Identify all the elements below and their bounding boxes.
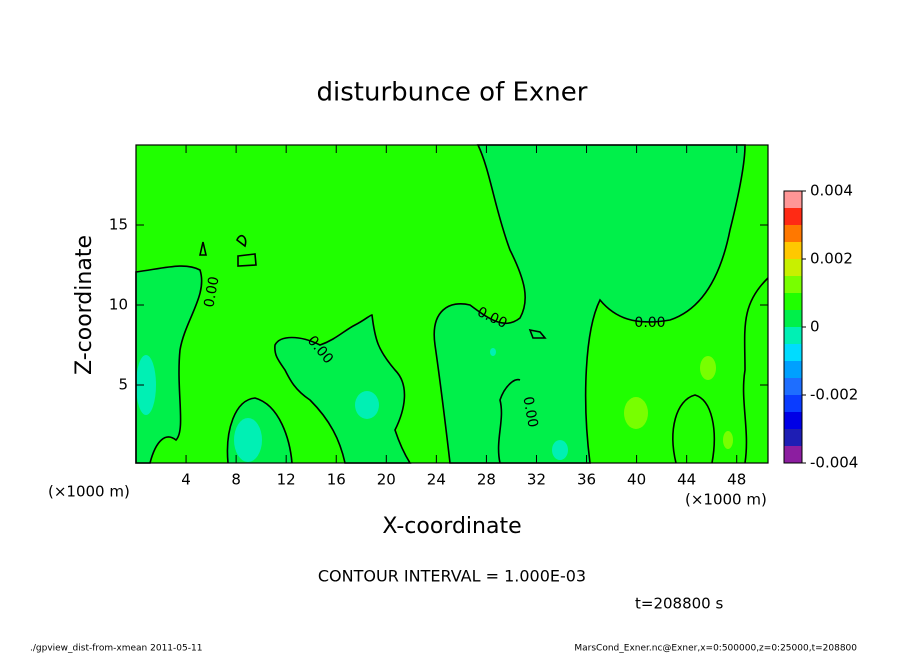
field-region (672, 395, 715, 463)
contour-line (672, 394, 715, 464)
x-tick-label: 12 (277, 471, 296, 489)
x-tick-label: 4 (181, 471, 191, 489)
x-tick-label: 48 (727, 471, 746, 489)
colorbar-band (784, 412, 802, 429)
field-spot (136, 355, 156, 415)
colorbar-tick-label: 0 (810, 318, 820, 336)
footer: ./gpview_dist-from-xmean 2011-05-11 (30, 644, 202, 654)
x-tick-label: 36 (577, 471, 596, 489)
field-spot (552, 440, 568, 460)
y-tick-label: 5 (118, 376, 128, 394)
contour-line (742, 277, 769, 464)
x-tick-label: 16 (327, 471, 346, 489)
contour-line (528, 328, 547, 339)
field-spot (723, 431, 733, 449)
plot-frame (135, 144, 769, 464)
colorbar-band (784, 191, 802, 208)
x-tick-label: 40 (627, 471, 646, 489)
colorbar-band (784, 395, 802, 412)
colorbar-band (784, 361, 802, 378)
colorbar-band (784, 208, 802, 225)
contour-line (135, 265, 203, 464)
contour-label: 0.00 (201, 275, 222, 308)
colorbar-tick-label: -0.002 (810, 386, 858, 404)
contour-label: 0.00 (519, 395, 540, 428)
y-axis-label: Z-coordinate (72, 235, 97, 375)
field-spot (700, 356, 716, 380)
y-tick-label: 10 (109, 296, 128, 314)
colorbar-band (784, 293, 802, 310)
field-spot (355, 391, 379, 419)
x-unit: (×1000 m) (685, 491, 767, 509)
contour-line (198, 241, 208, 256)
field: 0.000.000.000.000.00 (135, 144, 769, 464)
contour-line (237, 253, 257, 267)
chart-title: disturbunce of Exner (317, 78, 588, 108)
contour-line (497, 378, 521, 464)
x-tick-label: 24 (427, 471, 446, 489)
colorbar-band (784, 259, 802, 276)
x-axis-label: X-coordinate (382, 514, 521, 539)
y-tick-label: 15 (109, 216, 128, 234)
field-spot (490, 348, 496, 356)
colorbar-band (784, 446, 802, 463)
contour-line (274, 314, 412, 464)
field-region (136, 266, 202, 463)
x-tick-label: 20 (377, 471, 396, 489)
field-region (274, 315, 410, 463)
colorbar-band (784, 225, 802, 242)
colorbar-tick-label: -0.004 (810, 454, 858, 472)
colorbar-band (784, 429, 802, 446)
x-tick-label: 44 (677, 471, 696, 489)
field-region (434, 145, 745, 463)
contour-interval: CONTOUR INTERVAL = 1.000E-03 (318, 567, 586, 586)
colorbar-band (784, 276, 802, 293)
colorbar-band (784, 242, 802, 259)
field-spot (624, 397, 648, 429)
x-tick-label: 28 (477, 471, 496, 489)
x-tick-label: 32 (527, 471, 546, 489)
x-tick-label: 8 (231, 471, 241, 489)
contour-label: 0.00 (634, 315, 665, 331)
colorbar-band (784, 378, 802, 395)
x-unit: (×1000 m) (48, 483, 130, 501)
contour-line (236, 234, 247, 248)
colorbar-band (784, 327, 802, 344)
footer: MarsCond_Exner.nc@Exner,x=0:500000,z=0:2… (574, 644, 857, 654)
contour-line (226, 397, 293, 464)
colorbar-band (784, 344, 802, 361)
colorbar-band (784, 310, 802, 327)
field-spot (234, 418, 262, 462)
colorbar-tick-label: 0.002 (810, 250, 853, 268)
time-label: t=208800 s (635, 595, 723, 613)
colorbar-tick-label: 0.004 (810, 182, 853, 200)
contour-line (433, 144, 746, 464)
